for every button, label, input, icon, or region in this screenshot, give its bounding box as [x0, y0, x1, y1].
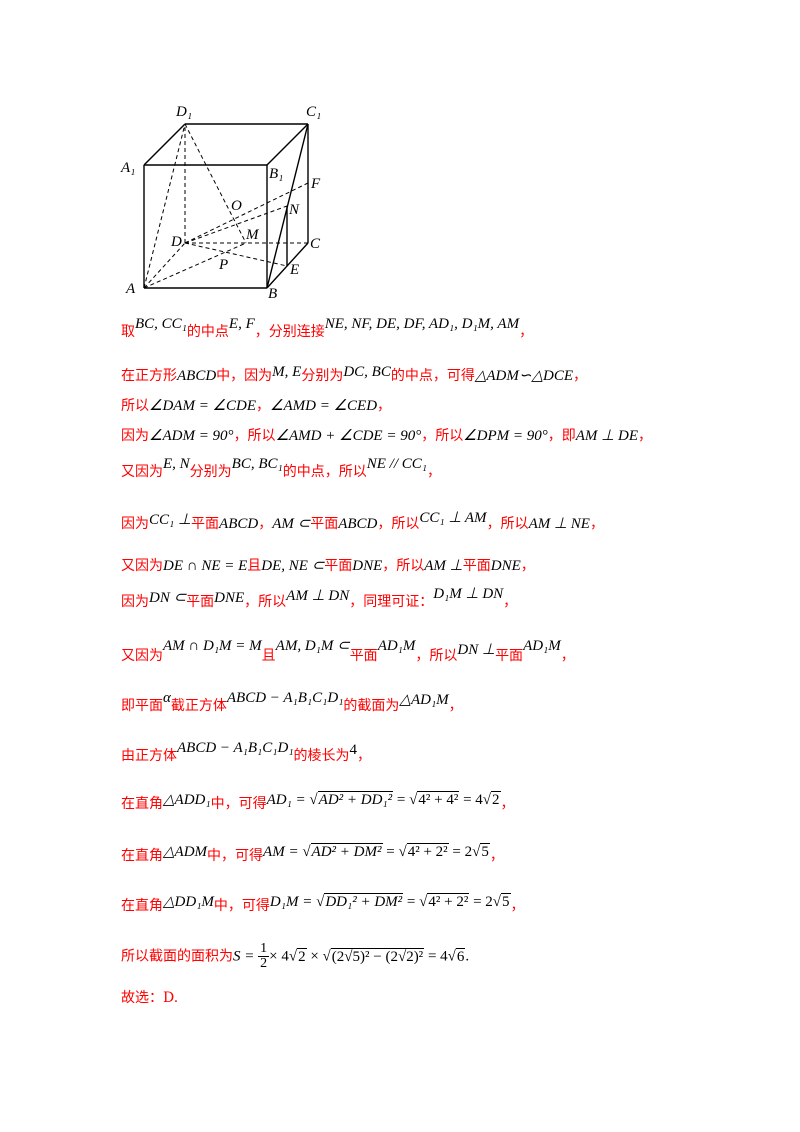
solution-line-12: 在直角△ADD₁中，可得AD₁ = √AD² + DD₁² = √4² + 4²…	[121, 791, 515, 812]
sqrt-sign: √	[288, 948, 298, 965]
label-B: B	[268, 286, 277, 302]
sqrt-sign: √	[398, 844, 407, 860]
seg-A-D1	[143, 123, 186, 289]
label-A1: A₁	[120, 160, 135, 176]
label-E: E	[289, 262, 299, 278]
solution-line-6: 因为CC₁ ⊥平面ABCD，AM ⊂平面ABCD，所以CC₁ ⊥ AM，所以AM…	[121, 510, 604, 532]
label-M: M	[245, 227, 260, 243]
seg-A-M	[143, 242, 247, 289]
label-D: D	[170, 234, 182, 250]
solution-line-7: 又因为DE ∩ NE = E且DE, NE ⊂平面DNE，所以AM ⊥平面DNE…	[121, 558, 535, 574]
sqrt-sign: √	[492, 894, 502, 910]
solution-line-10: 即平面α截正方体ABCD − A₁B₁C₁D₁的截面为△AD₁M，	[121, 690, 463, 714]
sqrt-sign: √	[482, 792, 492, 808]
sqrt-sign: √	[322, 948, 331, 965]
label-O: O	[231, 198, 242, 214]
solution-line-14: 在直角△DD₁M中，可得D₁M = √DD₁² + DM² = √4² + 2²…	[121, 893, 525, 914]
sqrt-sign: √	[409, 792, 418, 808]
seg-D-E	[184, 242, 288, 267]
solution-line-8: 因为DN ⊂平面DNE，所以AM ⊥ DN，同理可证：D₁M ⊥ DN，	[121, 586, 518, 610]
label-A: A	[125, 281, 136, 297]
edge-A1-D1	[143, 123, 186, 166]
sqrt-sign: √	[472, 844, 481, 860]
seg-D1-M	[184, 123, 247, 244]
solution-line-3: 所以∠DAM = ∠CDE，∠AMD = ∠CED，	[121, 398, 392, 414]
cube-figure: D₁ C₁ A₁ B₁ F O N D M C P E A B	[120, 104, 321, 302]
solution-line-2: 在正方形ABCD中，因为M, E分别为DC, BC的中点，可得△ADM∽△DCE…	[121, 364, 587, 384]
solution-line-11: 由正方体ABCD − A₁B₁C₁D₁的棱长为4，	[121, 740, 372, 764]
solution-line-15: 所以截面的面积为S = 1 2 × 4√2 × √(2√5)² − (2√2)² =…	[121, 941, 470, 971]
sqrt-sign: √	[302, 844, 311, 860]
solution-line-4: 因为∠ADM = 90°，所以∠AMD + ∠CDE = 90°，所以∠DPM …	[121, 428, 652, 444]
sqrt-sign: √	[419, 894, 428, 910]
label-B1: B₁	[269, 166, 283, 182]
label-P: P	[218, 257, 228, 273]
label-C1: C₁	[306, 104, 321, 120]
sqrt-sign: √	[309, 792, 318, 808]
label-N: N	[288, 202, 300, 218]
solution-line-5: 又因为E, N分别为BC, BC₁的中点，所以NE // CC₁，	[121, 456, 441, 480]
edge-B1-C1	[266, 123, 309, 166]
answer-line: 故选：D.	[121, 990, 179, 1006]
sqrt-sign: √	[316, 894, 325, 910]
solution-line-9: 又因为AM ∩ D₁M = M且AM, D₁M ⊂平面AD₁M，所以DN ⊥平面…	[121, 638, 575, 664]
label-D1: D₁	[175, 104, 192, 120]
edge-A-D	[143, 242, 186, 289]
seg-D-F	[184, 182, 309, 244]
label-F: F	[310, 176, 321, 192]
solution-line-13: 在直角△ADM中，可得AM = √AD² + DM² = √4² + 2² = …	[121, 843, 504, 864]
sqrt-sign: √	[447, 948, 456, 965]
solution-line-1: 取BC, CC₁的中点E, F，分别连接NE, NF, DE, DF, AD₁,…	[121, 316, 534, 340]
label-C: C	[310, 236, 321, 252]
